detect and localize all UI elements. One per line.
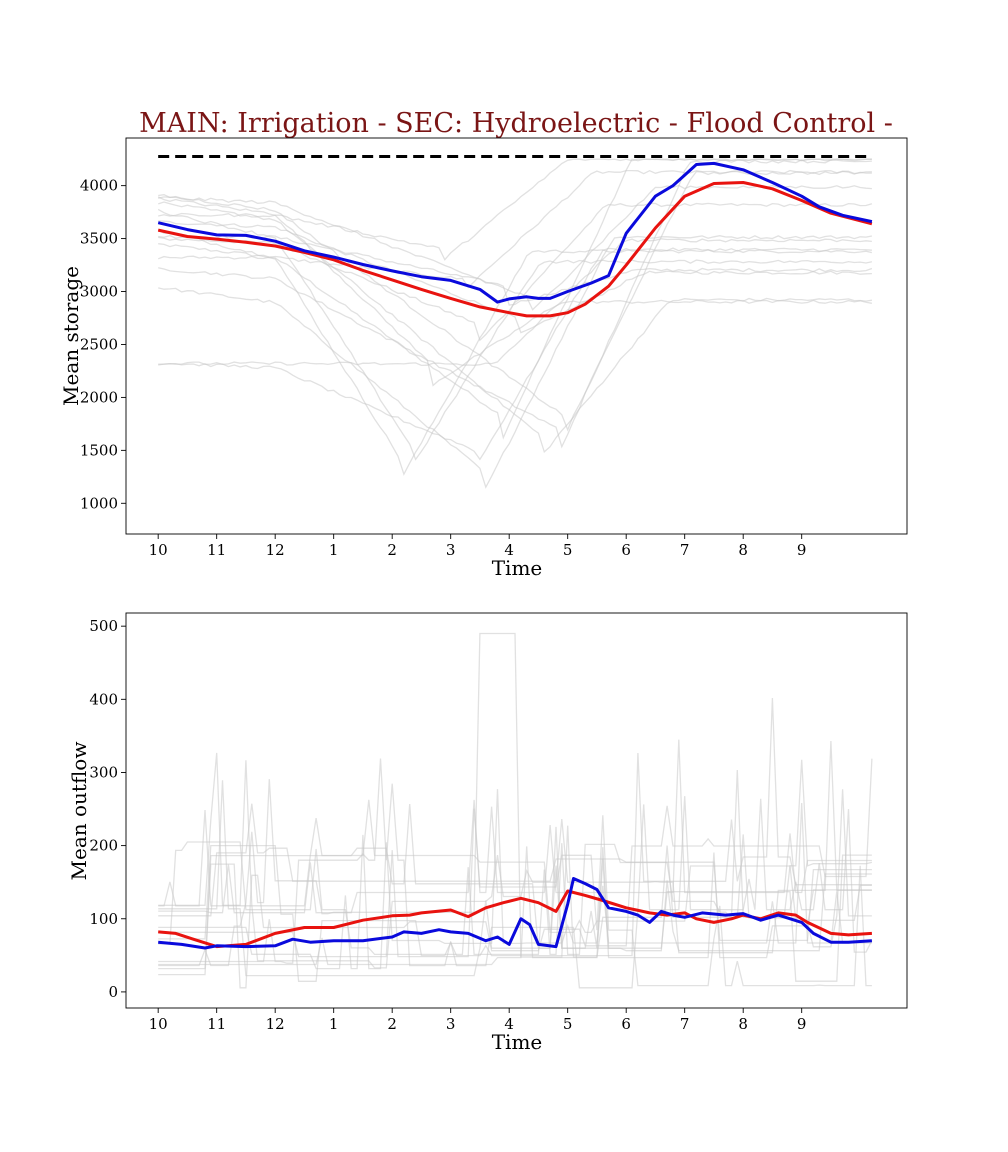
x-tick-label: 11 <box>207 1015 226 1033</box>
red-series-line <box>157 181 873 318</box>
ensemble-line <box>158 184 872 311</box>
x-tick-label: 12 <box>266 541 285 559</box>
y-tick-label: 500 <box>89 617 118 635</box>
x-tick-label: 8 <box>738 541 748 559</box>
x-tick-label: 2 <box>387 1015 397 1033</box>
y-tick-label: 200 <box>89 837 118 855</box>
x-tick-label: 3 <box>446 1015 456 1033</box>
x-tick-label: 11 <box>207 541 226 559</box>
ensemble-line <box>158 159 872 449</box>
ensemble-line <box>158 235 873 489</box>
ensemble-line <box>158 739 872 914</box>
ensemble-line <box>157 201 872 454</box>
ensemble-line <box>158 238 872 367</box>
x-tick-label: 6 <box>621 1015 631 1033</box>
y-tick-label: 400 <box>89 690 118 708</box>
outflow-x-ticks: 10 11 12 1 2 3 4 5 6 7 8 9 <box>149 1008 807 1033</box>
outflow-y-ticks: 0 100 200 300 400 500 <box>89 617 126 1001</box>
x-tick-label: 9 <box>797 541 807 559</box>
y-tick-label: 3500 <box>80 230 118 248</box>
storage-ensemble-lines <box>157 158 873 489</box>
ensemble-line <box>158 758 873 989</box>
y-tick-label: 2000 <box>80 388 118 406</box>
blue-series-line <box>158 877 872 950</box>
x-tick-label: 6 <box>621 541 631 559</box>
x-tick-label: 4 <box>504 541 514 559</box>
storage-y-axis-label: Mean storage <box>59 266 83 406</box>
y-tick-label: 1500 <box>80 441 118 459</box>
outflow-x-axis-label: Time <box>492 1030 543 1054</box>
ensemble-line <box>158 697 872 982</box>
storage-axes-frame <box>125 137 908 535</box>
x-tick-label: 3 <box>446 541 456 559</box>
ensemble-line <box>158 804 872 970</box>
storage-series <box>157 155 873 318</box>
ensemble-line <box>158 803 872 942</box>
ensemble-line <box>158 220 872 334</box>
ensemble-line <box>158 632 873 967</box>
ensemble-line <box>158 247 872 461</box>
ensemble-line <box>158 158 872 261</box>
x-tick-label: 7 <box>680 1015 690 1033</box>
x-tick-label: 1 <box>329 1015 339 1033</box>
ensemble-line <box>158 758 873 989</box>
storage-x-ticks: 10 11 12 1 2 3 4 5 6 7 8 9 <box>149 534 807 559</box>
x-tick-label: 2 <box>387 541 397 559</box>
storage-x-axis-label: Time <box>492 556 543 580</box>
x-tick-label: 7 <box>680 541 690 559</box>
x-tick-label: 4 <box>504 1015 514 1033</box>
x-tick-label: 5 <box>563 1015 573 1033</box>
x-tick-label: 5 <box>563 541 573 559</box>
ensemble-line <box>157 196 873 387</box>
y-tick-label: 100 <box>89 910 118 928</box>
ensemble-line <box>158 799 872 934</box>
y-tick-label: 300 <box>89 763 118 781</box>
x-tick-label: 1 <box>329 541 339 559</box>
ensemble-line <box>157 229 873 476</box>
y-tick-label: 4000 <box>80 177 118 195</box>
x-tick-label: 12 <box>266 1015 285 1033</box>
outflow-series <box>158 877 872 950</box>
storage-y-ticks: 1000 1500 2000 2500 3000 3500 4000 <box>80 177 126 512</box>
figure-title: MAIN: Irrigation - SEC: Hydroelectric - … <box>139 108 893 139</box>
ensemble-line <box>158 846 872 966</box>
ensemble-line <box>158 234 873 306</box>
x-tick-label: 10 <box>149 1015 168 1033</box>
storage-panel: 10 11 12 1 2 3 4 5 6 7 8 9 100015002000250030003500… <box>59 137 908 580</box>
x-tick-label: 9 <box>797 1015 807 1033</box>
ensemble-line <box>158 740 872 969</box>
y-tick-label: 2500 <box>80 335 118 353</box>
ensemble-line <box>158 789 872 970</box>
y-tick-label: 1000 <box>80 494 118 512</box>
x-tick-label: 10 <box>149 541 168 559</box>
outflow-ensemble-lines <box>158 632 873 989</box>
outflow-axes-frame <box>125 612 908 1009</box>
ensemble-line <box>157 208 873 461</box>
y-tick-label: 3000 <box>80 283 118 301</box>
blue-series-line <box>157 161 873 304</box>
x-tick-label: 8 <box>738 1015 748 1033</box>
ensemble-line <box>158 780 872 982</box>
outflow-y-axis-label: Mean outflow <box>67 742 91 881</box>
y-tick-label: 0 <box>108 983 118 1001</box>
